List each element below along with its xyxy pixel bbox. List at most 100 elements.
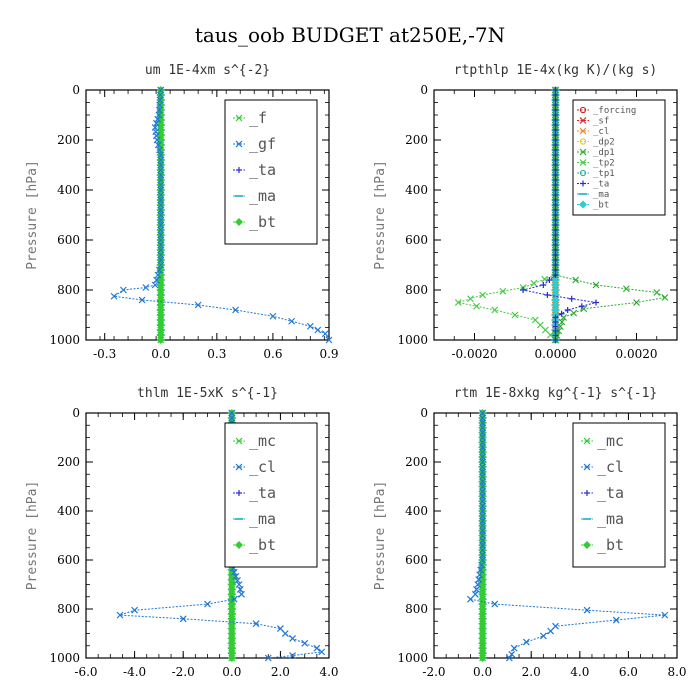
legend-label: _cl (593, 127, 609, 137)
series-tp2 (454, 86, 559, 344)
data-point (478, 619, 487, 628)
y-tick-label: 400 (57, 504, 80, 518)
data-point (154, 115, 162, 123)
data-point (227, 600, 236, 609)
data-point (511, 311, 519, 319)
data-point (479, 414, 487, 422)
legend-label: _tp1 (593, 169, 615, 179)
data-point (227, 644, 236, 653)
data-point (478, 624, 487, 633)
data-point (478, 614, 487, 623)
data-point (530, 279, 538, 287)
x-tick-label: 0.0 (222, 665, 241, 679)
chart-panels: um 1E-4xm s^{-2} Pressure [hPa] 0 200 400 600… (25, 63, 687, 679)
data-point (236, 585, 244, 593)
data-point (479, 438, 487, 446)
data-point (289, 652, 296, 659)
y-tick-label: 200 (405, 455, 428, 469)
x-tick-label: -6.0 (74, 665, 97, 679)
data-point (156, 311, 165, 319)
series-gf (110, 86, 333, 344)
legend-marker (583, 437, 591, 445)
series-line (555, 90, 667, 341)
data-point (541, 326, 549, 334)
data-point (478, 629, 487, 638)
data-point (520, 287, 527, 293)
legend: _mc _cl _ta _ma _bt (224, 422, 318, 568)
legend: _f _gf _ta _ma _bt (224, 99, 318, 245)
y-tick-label: 0 (420, 406, 428, 420)
data-point (156, 286, 165, 294)
legend-marker (579, 117, 587, 124)
data-point (313, 644, 321, 652)
data-point (473, 585, 480, 593)
data-point (555, 327, 563, 335)
data-point (479, 541, 487, 549)
data-point (156, 336, 165, 344)
data-point (479, 483, 487, 490)
y-tick-label: 1000 (397, 333, 428, 347)
data-point (661, 294, 669, 301)
legend-marker (579, 138, 587, 145)
data-point (157, 156, 165, 164)
data-point (473, 302, 480, 310)
data-point (633, 299, 640, 306)
data-point (194, 301, 202, 309)
data-point (110, 292, 118, 300)
legend-box (572, 99, 666, 216)
data-point (479, 429, 487, 437)
data-point (157, 231, 165, 239)
y-axis-label: Pressure [hPa] (373, 160, 388, 270)
chart-panel-2: rtpthlp 1E-4x(kg K)/(kg s) Pressure [hPa]… (373, 63, 678, 361)
data-point (578, 303, 585, 310)
data-point (499, 287, 507, 295)
legend-label: _ma (249, 510, 276, 528)
data-point (479, 443, 487, 451)
data-point (551, 276, 560, 284)
data-point (227, 629, 236, 638)
data-point (479, 487, 487, 495)
data-point (558, 318, 566, 326)
legend-marker (236, 167, 242, 173)
x-tick-label: 0.9 (319, 347, 338, 361)
y-tick-label: 0 (72, 406, 80, 420)
x-tick-label: 0.6 (263, 347, 282, 361)
data-point (479, 463, 487, 471)
y-tick-label: 400 (405, 183, 428, 197)
legend-label: _ma (593, 190, 609, 200)
data-point (157, 261, 165, 269)
data-point (156, 306, 165, 314)
data-point (154, 141, 162, 149)
data-point (227, 585, 236, 594)
legend-marker (235, 218, 243, 226)
legend-label: _ta (249, 484, 276, 502)
data-point (551, 301, 560, 309)
data-point (156, 146, 163, 154)
data-point (227, 639, 236, 648)
data-point (301, 639, 309, 647)
legend-label: _tp2 (593, 159, 615, 169)
data-point (478, 609, 487, 618)
data-point (204, 600, 211, 608)
legend-label: _bt (597, 536, 624, 554)
legend-marker (235, 463, 243, 471)
data-point (232, 572, 240, 580)
series-ta (520, 87, 599, 343)
data-point (593, 299, 599, 306)
data-point (142, 284, 150, 291)
data-point (612, 616, 620, 624)
data-point (288, 317, 296, 325)
legend-label: _cl (249, 458, 276, 476)
data-point (479, 424, 487, 432)
legend-label: _forcing (593, 106, 636, 116)
data-point (179, 615, 187, 623)
data-point (227, 654, 236, 662)
y-axis-label: Pressure [hPa] (25, 481, 40, 591)
data-point (536, 321, 544, 329)
x-tick-label: -2.0 (422, 665, 445, 679)
legend-marker (579, 200, 587, 209)
data-point (546, 277, 553, 283)
data-point (661, 611, 669, 619)
y-tick-label: 800 (57, 283, 80, 297)
data-point (478, 590, 487, 599)
